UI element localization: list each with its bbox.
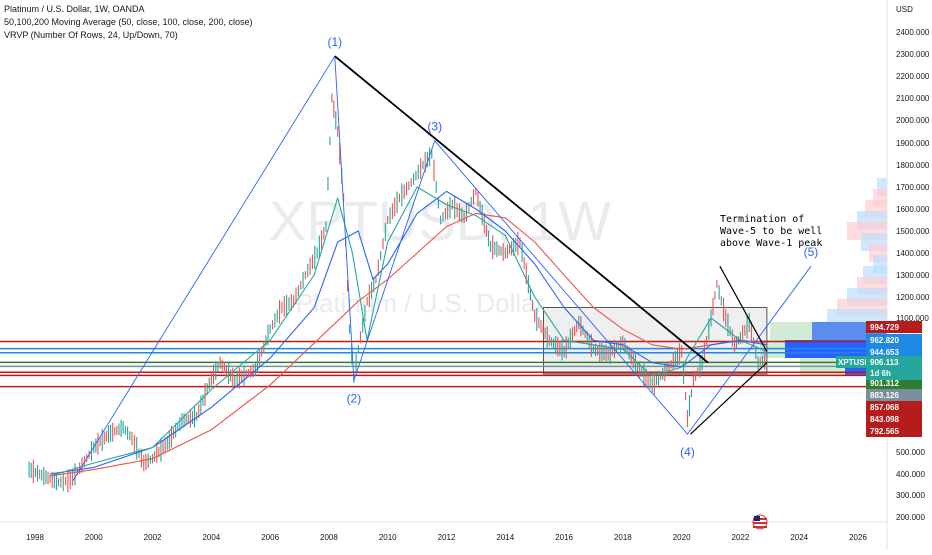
x-tick-label: 2004 [202,533,220,542]
moving-average-legend[interactable]: 50,100,200 Moving Average (50, close, 10… [4,17,253,27]
elliott-wave-line [72,55,812,481]
price-candles [28,93,766,493]
volume-profile-bar [877,178,887,196]
price-level-badge-text: 944.653 [870,348,899,357]
wave-label: (3) [427,120,442,134]
vrvp-legend[interactable]: VRVP (Number Of Rows, 24, Up/Down, 70) [4,30,178,40]
x-tick-label: 2008 [320,533,338,542]
price-level-badge [866,401,922,413]
y-tick-label: 1500.000 [896,227,930,236]
current-price-badge [866,356,922,380]
price-level-badge-text: 843.098 [870,415,899,424]
currency-label: USD [896,5,913,14]
price-level-badge [866,425,922,437]
wave-label: (4) [680,445,695,459]
x-tick-label: 2022 [732,533,750,542]
y-tick-label: 400.000 [896,470,925,479]
us-flag-icon-stripe [753,526,767,528]
y-tick-label: 2400.000 [896,28,930,37]
price-level-badge-text: 994.729 [870,323,899,332]
y-tick-label: 200.000 [896,513,925,522]
price-level-badge [866,413,922,425]
price-level-badge [866,321,922,333]
x-tick-label: 2018 [614,533,632,542]
countdown-text: 1d 6h [870,369,891,378]
x-tick-label: 2020 [673,533,691,542]
annotation-line: Termination of [720,214,804,225]
annotation-line: above Wave-1 peak [720,238,822,249]
ticker-badge-text: XPTUSD [838,358,871,367]
price-level-badge-text: 962.820 [870,336,899,345]
y-tick-label: 1900.000 [896,139,930,148]
y-tick-label: 2200.000 [896,72,930,81]
price-level-badge-text: 883.126 [870,391,899,400]
us-flag-icon [752,514,768,530]
x-tick-label: 2006 [261,533,279,542]
y-tick-label: 1600.000 [896,205,930,214]
wave-label: (1) [327,35,342,49]
y-tick-label: 2000.000 [896,116,930,125]
consolidation-box [542,307,768,375]
x-tick-label: 2010 [379,533,397,542]
watermark-name: Platinum / U.S. Dollar [296,288,545,318]
wave-label: (5) [804,245,819,259]
y-tick-label: 1100.000 [896,314,929,323]
y-tick-label: 1300.000 [896,271,930,280]
x-tick-label: 2012 [438,533,456,542]
x-tick-label: 2026 [849,533,867,542]
price-level-badge [866,389,922,401]
price-level-badge-text: 857.068 [870,403,899,412]
symbol-title[interactable]: Platinum / U.S. Dollar, 1W, OANDA [4,4,145,14]
us-flag-icon-stripe [753,522,767,524]
volume-profile-bar [770,322,812,340]
x-tick-label: 2024 [790,533,808,542]
us-flag-icon-canton [754,516,760,521]
annotation-line: Wave-5 to be well [720,226,822,237]
y-tick-label: 500.000 [896,448,925,457]
price-level-badge [866,334,922,346]
y-tick-label: 1800.000 [896,161,930,170]
x-tick-label: 2000 [85,533,103,542]
y-tick-label: 1700.000 [896,183,930,192]
y-tick-label: 2100.000 [896,94,930,103]
price-level-badge-text: 901.312 [870,379,899,388]
ma-200-line [49,212,767,477]
x-tick-label: 1998 [26,533,44,542]
price-level-badge-text: 792.565 [870,427,899,436]
wedge-upper-line [719,265,768,352]
current-price-text: 906.113 [870,358,899,367]
price-level-badge [866,346,922,358]
y-tick-label: 1200.000 [896,293,930,302]
watermark-ticker: XPTUSD, 1W [269,189,611,252]
wedge-lower-line [690,362,768,435]
x-tick-label: 2014 [496,533,514,542]
x-tick-label: 2016 [555,533,573,542]
y-tick-label: 2300.000 [896,50,930,59]
wave-label: (2) [347,392,362,406]
x-tick-label: 2002 [144,533,162,542]
ma-50-line [49,186,768,477]
y-tick-label: 300.000 [896,491,925,500]
watermark: XPTUSD, 1W Platinum / U.S. Dollar [269,189,611,318]
downtrend-line [334,55,709,364]
ticker-badge [836,356,866,368]
y-tick-label: 1400.000 [896,249,930,258]
ma-100-line [49,190,767,475]
